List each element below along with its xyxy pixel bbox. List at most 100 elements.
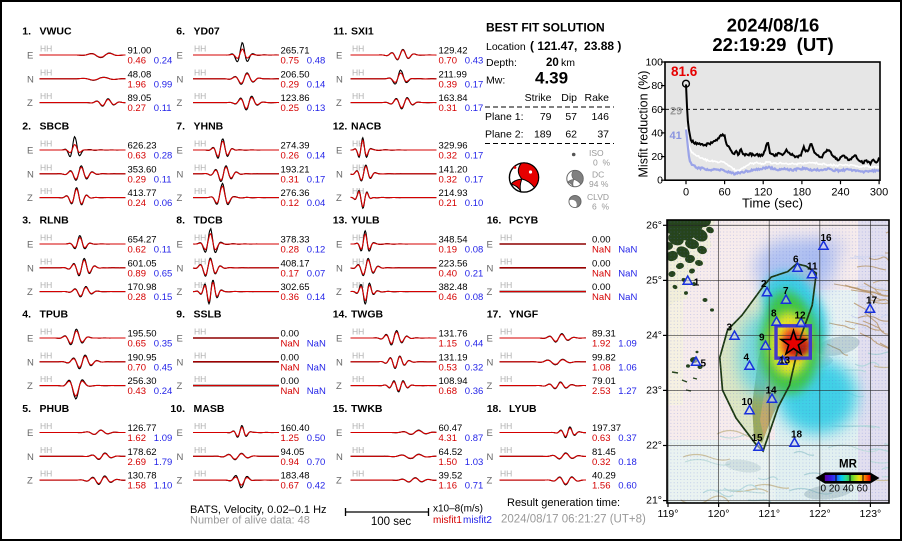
svg-text:PHUB: PHUB (40, 403, 70, 415)
svg-text:1.16: 1.16 (439, 481, 458, 492)
svg-text:79: 79 (540, 111, 552, 123)
svg-text:YNGF: YNGF (509, 309, 539, 321)
svg-text:178.62: 178.62 (128, 447, 157, 458)
svg-text:21°: 21° (646, 495, 662, 507)
svg-text:E: E (27, 51, 33, 62)
svg-text:E: E (336, 334, 342, 345)
svg-text:1.56: 1.56 (592, 481, 611, 492)
svg-text:HH: HH (500, 445, 512, 455)
svg-text:0 20 40 60: 0 20 40 60 (821, 484, 869, 495)
svg-text:131.76: 131.76 (439, 329, 468, 340)
svg-text:Dip: Dip (561, 92, 577, 104)
svg-text:7: 7 (783, 286, 789, 297)
svg-text:MR: MR (839, 459, 858, 471)
svg-text:Z: Z (336, 193, 342, 204)
svg-text:HH: HH (500, 469, 512, 479)
svg-text:0.67: 0.67 (281, 481, 300, 492)
svg-text:0.18: 0.18 (618, 457, 637, 468)
svg-text:Plane 2:: Plane 2: (485, 129, 524, 141)
svg-text:HH: HH (40, 256, 52, 266)
svg-text:100 sec: 100 sec (371, 516, 412, 528)
svg-text:misfit1: misfit1 (433, 515, 462, 526)
svg-text:Z: Z (336, 381, 342, 392)
svg-text:N: N (27, 452, 34, 463)
svg-text:2.: 2. (22, 121, 31, 133)
svg-text:NACB: NACB (351, 121, 382, 133)
svg-text:2.53: 2.53 (592, 386, 611, 397)
svg-text:N: N (27, 169, 34, 180)
svg-text:189: 189 (534, 129, 552, 141)
svg-text:329.96: 329.96 (439, 141, 468, 152)
svg-text:141.20: 141.20 (439, 164, 468, 175)
svg-text:0.24: 0.24 (128, 198, 147, 209)
svg-text:197.37: 197.37 (592, 423, 621, 434)
svg-text:25°: 25° (646, 274, 662, 286)
svg-text:5.: 5. (22, 403, 31, 415)
svg-text:40: 40 (651, 127, 663, 139)
svg-text:Rake: Rake (584, 92, 609, 104)
svg-text:223.56: 223.56 (439, 258, 468, 269)
svg-text:0.11: 0.11 (154, 245, 172, 256)
svg-text:1.58: 1.58 (128, 481, 147, 492)
svg-text:626.23: 626.23 (128, 141, 157, 152)
svg-text:11: 11 (807, 262, 818, 273)
svg-text:Z: Z (336, 287, 342, 298)
svg-text:100: 100 (645, 57, 663, 69)
svg-text:NaN: NaN (618, 245, 637, 256)
svg-text:0.63: 0.63 (128, 151, 147, 162)
svg-text:0.94: 0.94 (281, 457, 300, 468)
svg-text:HH: HH (40, 350, 52, 360)
svg-text:0.19: 0.19 (439, 245, 458, 256)
svg-text:126.77: 126.77 (128, 423, 157, 434)
svg-text:64.52: 64.52 (439, 447, 463, 458)
svg-text:0.28: 0.28 (281, 245, 300, 256)
svg-text:SBCB: SBCB (40, 121, 70, 133)
svg-text:ISO: ISO (589, 148, 604, 158)
svg-text:HH: HH (352, 350, 364, 360)
svg-text:N: N (27, 357, 34, 368)
svg-text:HH: HH (40, 186, 52, 196)
svg-text:6: 6 (793, 255, 799, 266)
svg-text:0.12: 0.12 (307, 245, 326, 256)
svg-text:0.25: 0.25 (281, 103, 300, 114)
svg-text:misfit2: misfit2 (463, 515, 492, 526)
svg-text:123.86: 123.86 (281, 93, 310, 104)
svg-text:0.53: 0.53 (439, 362, 458, 373)
svg-text:0.26: 0.26 (281, 151, 300, 162)
svg-text:60: 60 (651, 104, 663, 116)
svg-text:4.: 4. (22, 309, 31, 321)
svg-text:0.65: 0.65 (128, 339, 147, 350)
svg-text:1.27: 1.27 (618, 386, 637, 397)
svg-text:Strike: Strike (525, 92, 552, 104)
svg-text:N: N (336, 452, 343, 463)
svg-text:Plane 1:: Plane 1: (485, 111, 524, 123)
svg-text:SXI1: SXI1 (351, 26, 374, 38)
svg-text:Location: Location (486, 41, 526, 53)
svg-text:HH: HH (194, 233, 206, 243)
svg-text:HH: HH (352, 162, 364, 172)
svg-text:E: E (336, 428, 342, 439)
svg-text:Z: Z (177, 476, 183, 487)
svg-text:0.37: 0.37 (618, 433, 637, 444)
svg-text:0: 0 (683, 187, 689, 199)
svg-text:0.10: 0.10 (465, 198, 484, 209)
svg-text:0.70: 0.70 (128, 362, 147, 373)
svg-text:0.31: 0.31 (281, 174, 300, 185)
svg-text:E: E (177, 428, 183, 439)
svg-text:0.00: 0.00 (281, 376, 300, 387)
svg-text:0.17: 0.17 (281, 268, 300, 279)
svg-text:NaN: NaN (307, 386, 326, 397)
svg-text:0.63: 0.63 (592, 433, 611, 444)
svg-text:10: 10 (742, 397, 754, 408)
svg-text:9: 9 (759, 333, 765, 344)
svg-text:N: N (487, 357, 494, 368)
svg-text:17.: 17. (487, 309, 502, 321)
svg-text:0.14: 0.14 (307, 79, 326, 90)
svg-text:E: E (27, 428, 33, 439)
svg-text:0.60: 0.60 (618, 481, 637, 492)
svg-text:HH: HH (194, 162, 206, 172)
svg-text:HH: HH (500, 256, 512, 266)
svg-text:0.36: 0.36 (465, 386, 484, 397)
svg-text:E: E (336, 240, 342, 251)
svg-text:NaN: NaN (592, 292, 611, 303)
